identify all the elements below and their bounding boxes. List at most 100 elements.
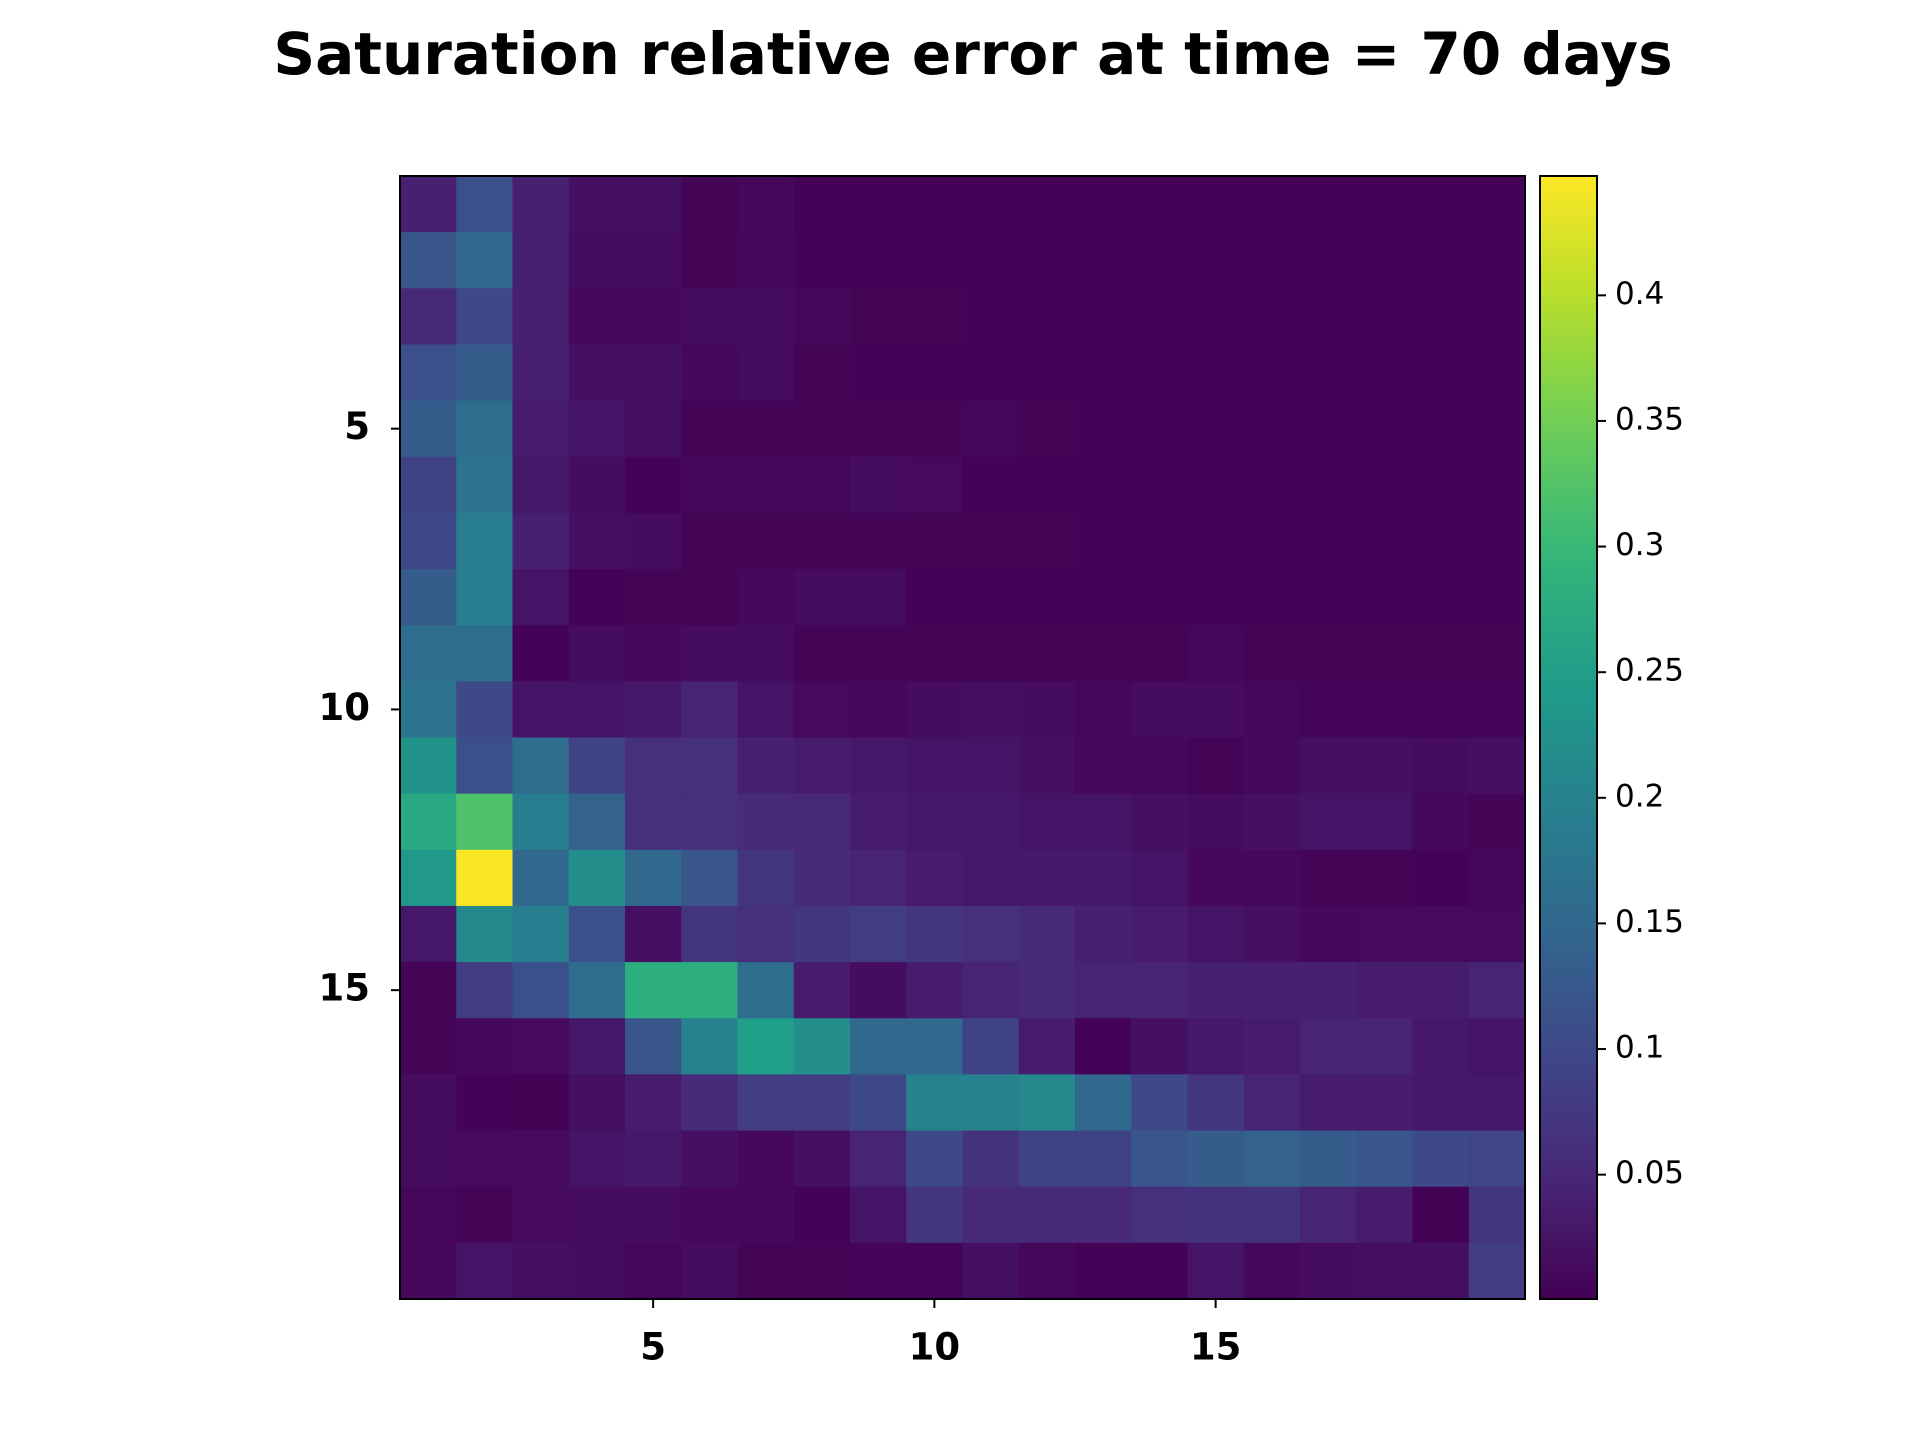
heatmap-cell: [1243, 1186, 1301, 1244]
heatmap-cell: [625, 344, 682, 402]
heatmap-cell: [625, 232, 682, 289]
heatmap-cell: [568, 569, 626, 626]
heatmap-cell: [1131, 400, 1188, 458]
heatmap-cell: [568, 1186, 626, 1244]
heatmap-cell: [962, 793, 1020, 851]
heatmap-cell: [1243, 625, 1301, 682]
colorbar-tick-label: 0.2: [1615, 778, 1664, 814]
heatmap-cell: [1300, 849, 1357, 907]
heatmap-cell: [681, 1130, 738, 1188]
heatmap-cell: [1412, 1186, 1470, 1244]
heatmap-cell: [1356, 905, 1413, 963]
heatmap-cell: [681, 849, 738, 907]
heatmap-cell: [1300, 344, 1357, 402]
heatmap-cell: [1356, 625, 1413, 682]
heatmap-cell: [737, 1018, 795, 1075]
heatmap-cell: [1187, 456, 1245, 514]
heatmap-cell: [512, 512, 570, 570]
heatmap-cell: [625, 1186, 682, 1244]
heatmap-cell: [625, 512, 682, 570]
heatmap-cell: [1356, 737, 1413, 795]
heatmap-cell: [906, 625, 963, 682]
heatmap-cell: [456, 569, 513, 626]
heatmap-cell: [1468, 793, 1526, 851]
heatmap-cell: [962, 737, 1020, 795]
heatmap-cell: [1356, 793, 1413, 851]
heatmap-cell: [793, 849, 851, 907]
heatmap-cell: [793, 1242, 851, 1300]
heatmap-cell: [1243, 905, 1301, 963]
heatmap-cell: [737, 905, 795, 963]
heatmap-cell: [1468, 625, 1526, 682]
heatmap-cell: [1131, 456, 1188, 514]
heatmap-cell: [568, 512, 626, 570]
heatmap-cell: [737, 1186, 795, 1244]
heatmap-cell: [962, 176, 1020, 233]
heatmap-cell: [512, 625, 570, 682]
heatmap-cell: [906, 1074, 963, 1132]
heatmap-cell: [1131, 232, 1188, 289]
heatmap-cell: [962, 905, 1020, 963]
heatmap-cell: [512, 569, 570, 626]
heatmap-cell: [1187, 905, 1245, 963]
heatmap-cell: [1187, 625, 1245, 682]
heatmap-cell: [1075, 512, 1132, 570]
heatmap-cell: [1243, 793, 1301, 851]
heatmap-cell: [850, 1074, 907, 1132]
heatmap-cell: [512, 1018, 570, 1075]
heatmap-cell: [906, 905, 963, 963]
x-tick-label: 5: [640, 1326, 666, 1369]
heatmap-cell: [1187, 849, 1245, 907]
heatmap-cell: [850, 1018, 907, 1075]
heatmap-cell: [1412, 512, 1470, 570]
heatmap-cell: [1131, 1242, 1188, 1300]
heatmap-cell: [625, 681, 682, 738]
heatmap-cell: [962, 288, 1020, 345]
heatmap-cell: [681, 1186, 738, 1244]
heatmap-cell: [737, 569, 795, 626]
heatmap-cell: [793, 681, 851, 738]
heatmap-cell: [1075, 232, 1132, 289]
heatmap-cell: [456, 905, 513, 963]
heatmap-cell: [962, 456, 1020, 514]
heatmap-cell: [1131, 625, 1188, 682]
heatmap-cell: [962, 1074, 1020, 1132]
heatmap-cell: [1075, 849, 1132, 907]
heatmap-cell: [1187, 681, 1245, 738]
heatmap-cell: [1412, 1074, 1470, 1132]
heatmap-cell: [1018, 625, 1076, 682]
heatmap-cell: [1412, 344, 1470, 402]
heatmap-cell: [1412, 681, 1470, 738]
heatmap-cell: [681, 288, 738, 345]
heatmap-cell: [456, 849, 513, 907]
heatmap-cell: [793, 905, 851, 963]
heatmap-cell: [400, 400, 457, 458]
heatmap-cell: [1018, 793, 1076, 851]
heatmap-cell: [512, 849, 570, 907]
heatmap-cell: [456, 400, 513, 458]
heatmap-cell: [568, 288, 626, 345]
heatmap-cell: [1243, 456, 1301, 514]
heatmap-cell: [1075, 681, 1132, 738]
colorbar-tick-label: 0.25: [1615, 653, 1684, 689]
heatmap-cell: [400, 176, 457, 233]
heatmap-cell: [1300, 1130, 1357, 1188]
heatmap-cell: [1412, 288, 1470, 345]
heatmap-cell: [850, 849, 907, 907]
heatmap-cell: [962, 512, 1020, 570]
heatmap-cell: [1075, 1186, 1132, 1244]
heatmap-cell: [681, 512, 738, 570]
heatmap-cell: [456, 344, 513, 402]
heatmap-cell: [1412, 456, 1470, 514]
heatmap-cell: [1356, 1130, 1413, 1188]
heatmap-cell: [962, 1130, 1020, 1188]
heatmap-cell: [906, 1130, 963, 1188]
heatmap-cell: [1300, 625, 1357, 682]
heatmap-cell: [400, 569, 457, 626]
heatmap-cell: [1356, 569, 1413, 626]
heatmap-cell: [737, 176, 795, 233]
heatmap-cell: [400, 1130, 457, 1188]
heatmap-cell: [1187, 1018, 1245, 1075]
heatmap-cell: [400, 849, 457, 907]
heatmap-cell: [1243, 962, 1301, 1019]
